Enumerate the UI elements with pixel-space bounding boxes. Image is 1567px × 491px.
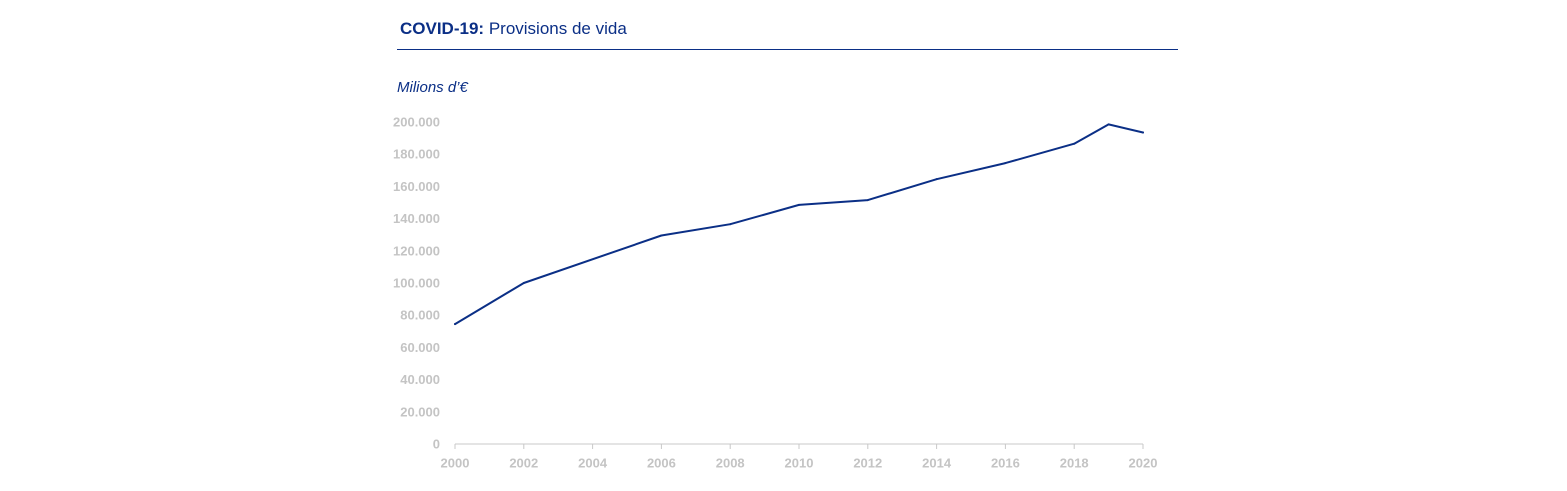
y-tick-label: 40.000 xyxy=(400,372,440,387)
data-point xyxy=(866,199,869,202)
y-tick-label: 0 xyxy=(433,437,440,452)
x-tick-label: 2008 xyxy=(716,456,745,471)
x-tick-label: 2018 xyxy=(1060,456,1089,471)
data-point xyxy=(935,178,938,181)
x-tick-label: 2012 xyxy=(853,456,882,471)
x-tick-label: 2016 xyxy=(991,456,1020,471)
data-point xyxy=(1107,123,1110,126)
data-point xyxy=(1142,131,1144,134)
data-point xyxy=(1073,142,1076,145)
x-tick-label: 2004 xyxy=(578,456,608,471)
y-tick-label: 100.000 xyxy=(393,276,440,291)
x-tick-label: 2010 xyxy=(785,456,814,471)
chart-title-text: Provisions de vida xyxy=(488,19,627,38)
y-tick-label: 200.000 xyxy=(393,115,440,130)
x-tick-label: 2002 xyxy=(509,456,538,471)
y-tick-label: 120.000 xyxy=(393,243,440,258)
chart-title: COVID-19: Provisions de vida xyxy=(400,19,627,39)
y-tick-label: 60.000 xyxy=(400,340,440,355)
x-tick-label: 2006 xyxy=(647,456,676,471)
y-axis-unit-label: Milions d’€ xyxy=(397,79,468,96)
data-point xyxy=(798,203,800,206)
data-point xyxy=(454,323,456,326)
y-tick-label: 80.000 xyxy=(400,308,440,323)
data-point xyxy=(522,282,525,284)
x-tick-label: 2000 xyxy=(441,456,470,471)
y-tick-label: 20.000 xyxy=(400,404,440,419)
data-point xyxy=(1004,162,1007,165)
y-tick-label: 160.000 xyxy=(393,179,440,194)
y-tick-label: 140.000 xyxy=(393,211,440,226)
title-divider xyxy=(397,49,1178,50)
x-tick-label: 2014 xyxy=(922,456,952,471)
chart-title-bold: COVID-19: xyxy=(400,19,485,38)
data-point xyxy=(729,223,732,226)
y-tick-label: 180.000 xyxy=(393,147,440,162)
data-point xyxy=(660,234,663,237)
x-tick-label: 2020 xyxy=(1129,456,1158,471)
series-line xyxy=(454,123,1144,326)
